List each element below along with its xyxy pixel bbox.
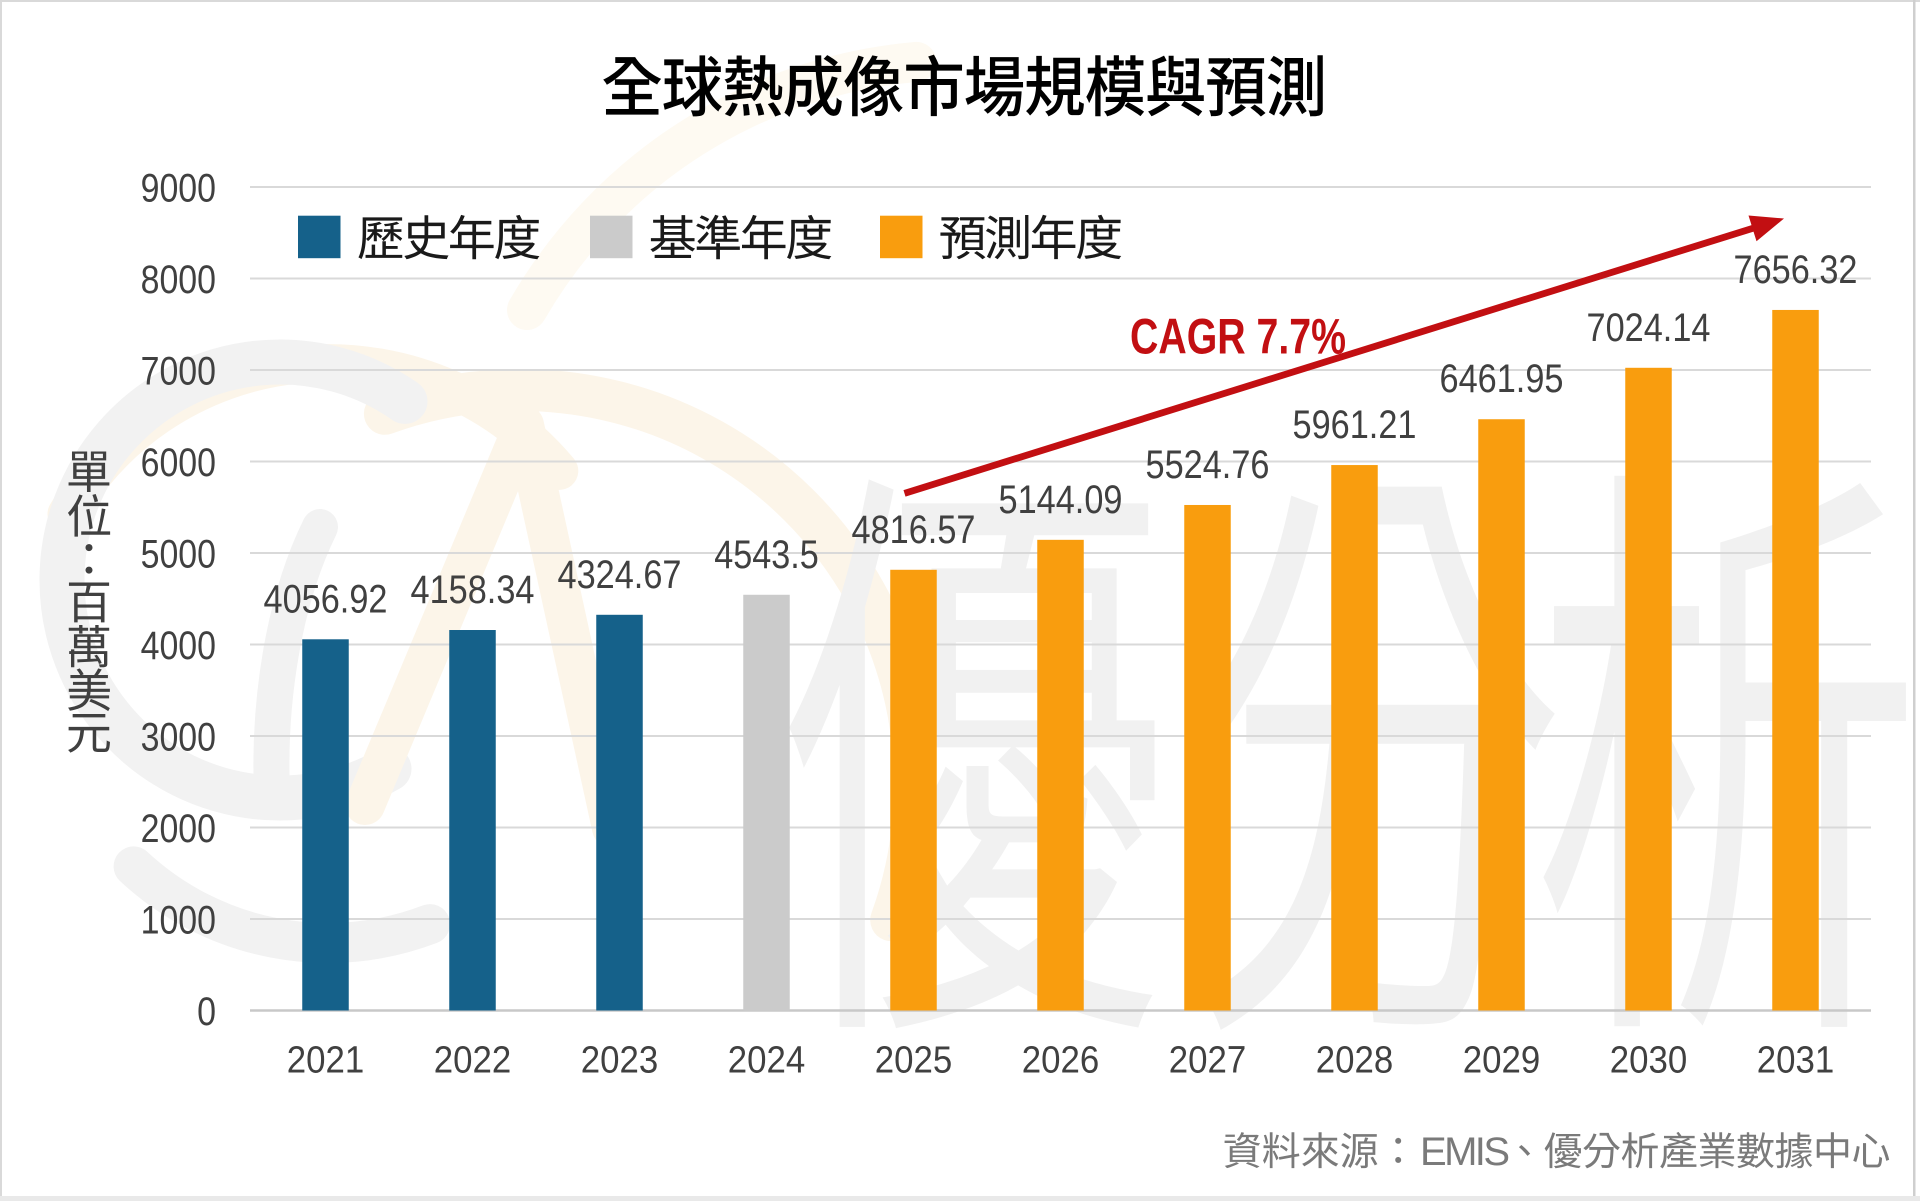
svg-text:4543.5: 4543.5	[714, 533, 819, 577]
svg-text:2023: 2023	[581, 1040, 659, 1082]
svg-text:2021: 2021	[287, 1040, 365, 1082]
svg-text:3000: 3000	[141, 715, 216, 759]
svg-text:4324.67: 4324.67	[558, 553, 682, 597]
svg-text:2028: 2028	[1316, 1040, 1394, 1082]
svg-text:2000: 2000	[141, 807, 216, 851]
svg-text:2025: 2025	[875, 1040, 953, 1082]
svg-text:2024: 2024	[728, 1040, 806, 1082]
svg-text:4816.57: 4816.57	[852, 508, 976, 552]
svg-text:2030: 2030	[1610, 1040, 1688, 1082]
svg-text:1000: 1000	[141, 898, 216, 942]
svg-text:2027: 2027	[1169, 1040, 1247, 1082]
svg-text:5000: 5000	[141, 532, 216, 576]
svg-text:4000: 4000	[141, 624, 216, 668]
svg-text:7656.32: 7656.32	[1734, 248, 1858, 292]
svg-text:8000: 8000	[141, 258, 216, 302]
svg-text:CAGR 7.7%: CAGR 7.7%	[1130, 308, 1346, 365]
svg-text:EMIS: EMIS	[1420, 1130, 1510, 1174]
svg-text:4158.34: 4158.34	[411, 568, 535, 612]
svg-text:9000: 9000	[141, 166, 216, 210]
svg-text:5144.09: 5144.09	[999, 478, 1123, 522]
svg-text:2026: 2026	[1022, 1040, 1100, 1082]
svg-text:5961.21: 5961.21	[1293, 403, 1417, 447]
svg-text:2022: 2022	[434, 1040, 512, 1082]
svg-text:4056.92: 4056.92	[264, 577, 388, 621]
svg-text:5524.76: 5524.76	[1146, 443, 1270, 487]
svg-text:0: 0	[197, 990, 216, 1034]
svg-text:7000: 7000	[141, 349, 216, 393]
svg-text:2029: 2029	[1463, 1040, 1541, 1082]
svg-text:7024.14: 7024.14	[1587, 306, 1711, 350]
svg-text:2031: 2031	[1757, 1040, 1835, 1082]
svg-text:6000: 6000	[141, 441, 216, 485]
svg-text:6461.95: 6461.95	[1440, 357, 1564, 401]
